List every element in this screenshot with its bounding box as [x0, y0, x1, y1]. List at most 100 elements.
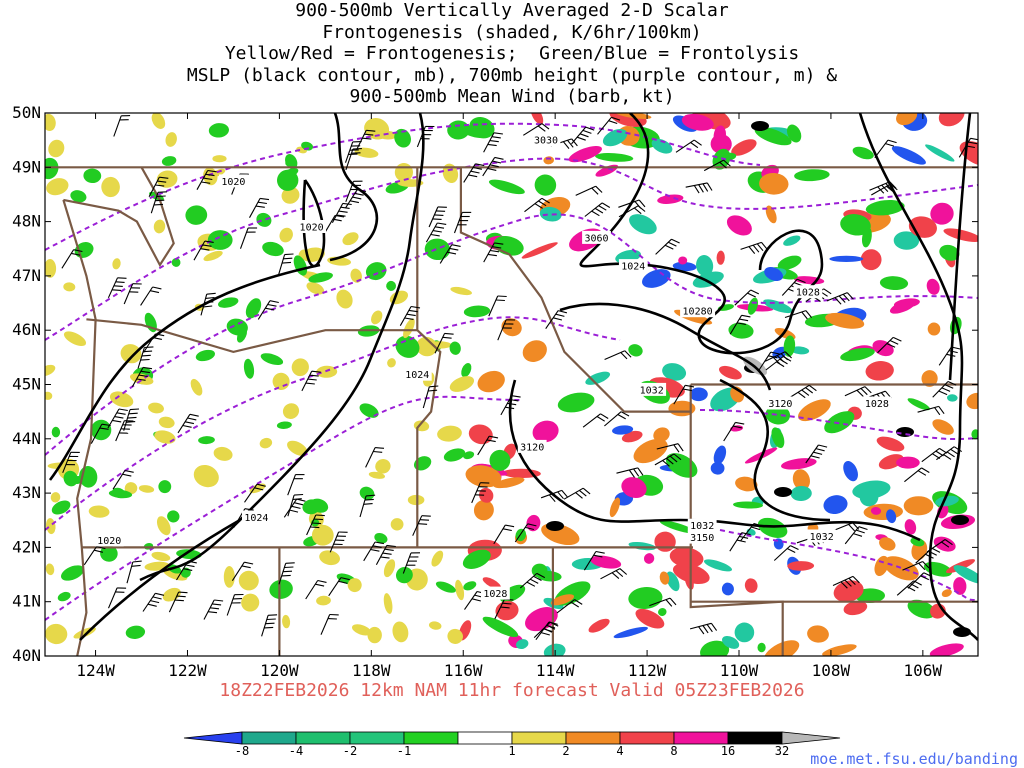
shade-blob [479, 487, 494, 503]
shade-blob [449, 376, 475, 392]
wind-barb [740, 522, 763, 542]
shade-blob [468, 424, 493, 445]
shade-blob [787, 561, 815, 571]
wind-barb [425, 222, 447, 243]
shade-blob [612, 425, 634, 435]
shade-core [951, 515, 969, 525]
shade-blob [342, 232, 359, 246]
wind-barb [196, 169, 217, 190]
forecast-valid-text: 18Z22FEB2026 12km NAM 11hr forecast Vali… [219, 680, 805, 701]
wind-barb [805, 444, 828, 464]
wind-barb [140, 286, 162, 306]
wind-barb [277, 253, 294, 276]
wind-barb [723, 421, 745, 442]
contour-label-bg [766, 396, 795, 410]
shade-blob [840, 214, 871, 236]
wind-barb [689, 622, 718, 635]
wind-barb [540, 489, 569, 503]
shade-blob [50, 492, 61, 503]
shade-blob [763, 640, 800, 656]
shade-blob [291, 358, 309, 377]
credit-link[interactable]: moe.met.fsu.edu/banding [810, 750, 1018, 768]
wind-barb [493, 524, 515, 545]
shade-blob [843, 600, 868, 616]
wind-barb [563, 487, 591, 500]
shade-blob [45, 623, 68, 645]
shade-blob [277, 168, 299, 181]
wind-barb [375, 544, 396, 565]
contour-label-bg [618, 259, 648, 273]
wind-barb [583, 550, 605, 571]
shade-blob [63, 331, 87, 347]
shade-blob [896, 113, 918, 126]
shade-blob [757, 517, 788, 538]
height-700mb-contours [45, 122, 978, 621]
shade-blob [63, 470, 78, 487]
colorbar-box [241, 731, 297, 745]
shade-blob [185, 205, 208, 225]
shade-blob [156, 170, 178, 188]
shade-blob [534, 174, 557, 196]
shade-blob [935, 495, 959, 507]
shade-blob [891, 146, 926, 165]
wind-barb [200, 292, 216, 316]
contour-label-bg [637, 382, 667, 396]
shade-blob [759, 172, 789, 195]
wind-barb [107, 408, 128, 429]
contour-labels: 1020 1020 3030 3060 1024 1028 10280 1024 1032 312… [94, 133, 892, 600]
shade-blob [726, 215, 752, 236]
lat-tick-label: 49N [12, 157, 41, 176]
shade-blob [792, 469, 810, 491]
state-border [86, 318, 418, 354]
shade-blob [171, 258, 181, 267]
height-contour [45, 213, 978, 456]
shade-blob [138, 485, 155, 493]
shade-blob [716, 250, 725, 265]
shade-blob [910, 537, 925, 547]
contour-label: 1028 [796, 288, 820, 299]
wind-barb [519, 572, 546, 589]
shade-blob [158, 480, 172, 494]
shade-blob [462, 549, 491, 569]
colorbar-labels: -8 -4 -2 -1 1 2 4 8 16 32 [0, 744, 1024, 764]
wind-barb [734, 289, 760, 306]
wind-barb [126, 560, 142, 584]
wind-barb [329, 531, 348, 553]
wind-barb [932, 380, 957, 398]
shade-blob [302, 499, 321, 515]
contour-label: 3120 [520, 442, 544, 453]
wind-barb [249, 197, 270, 218]
wind-barb [649, 597, 677, 607]
shade-blob [953, 577, 967, 595]
wind-barb [115, 420, 134, 442]
state-border [62, 199, 97, 656]
shade-blob [530, 113, 544, 125]
shade-blob [276, 421, 292, 429]
colorbar-label: -2 [342, 744, 358, 758]
shade-blob [383, 559, 396, 578]
shade-blob [212, 168, 226, 177]
wind-barb [328, 577, 350, 597]
wind-barb [545, 310, 568, 330]
shade-blob [218, 297, 239, 308]
shade-blob [125, 625, 146, 639]
wind-barb [402, 552, 421, 574]
wind-barb [62, 451, 80, 474]
shade-blob [757, 642, 766, 653]
shade-blob [162, 587, 181, 602]
shade-blob [692, 271, 724, 288]
shade-blob [521, 242, 558, 259]
wind-barb [434, 332, 454, 354]
wind-barb [826, 292, 854, 305]
shade-blob [386, 280, 397, 291]
contour-label: 1024 [244, 513, 268, 524]
colorbar-box [673, 731, 729, 745]
colorbar-label: 8 [670, 744, 678, 758]
shade-blob [629, 214, 657, 235]
shade-blob [269, 579, 293, 599]
wind-barb [399, 305, 421, 326]
shade-blob [731, 139, 757, 156]
shade-blob [666, 571, 680, 592]
shade-blob [893, 231, 920, 250]
wind-barb [107, 587, 127, 609]
